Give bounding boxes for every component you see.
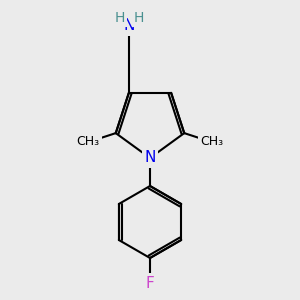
Text: N: N <box>144 151 156 166</box>
Text: H: H <box>134 11 144 25</box>
Text: H: H <box>115 11 125 25</box>
Text: CH₃: CH₃ <box>200 135 224 148</box>
Text: N: N <box>123 18 134 33</box>
Text: F: F <box>146 275 154 290</box>
Text: CH₃: CH₃ <box>76 135 100 148</box>
